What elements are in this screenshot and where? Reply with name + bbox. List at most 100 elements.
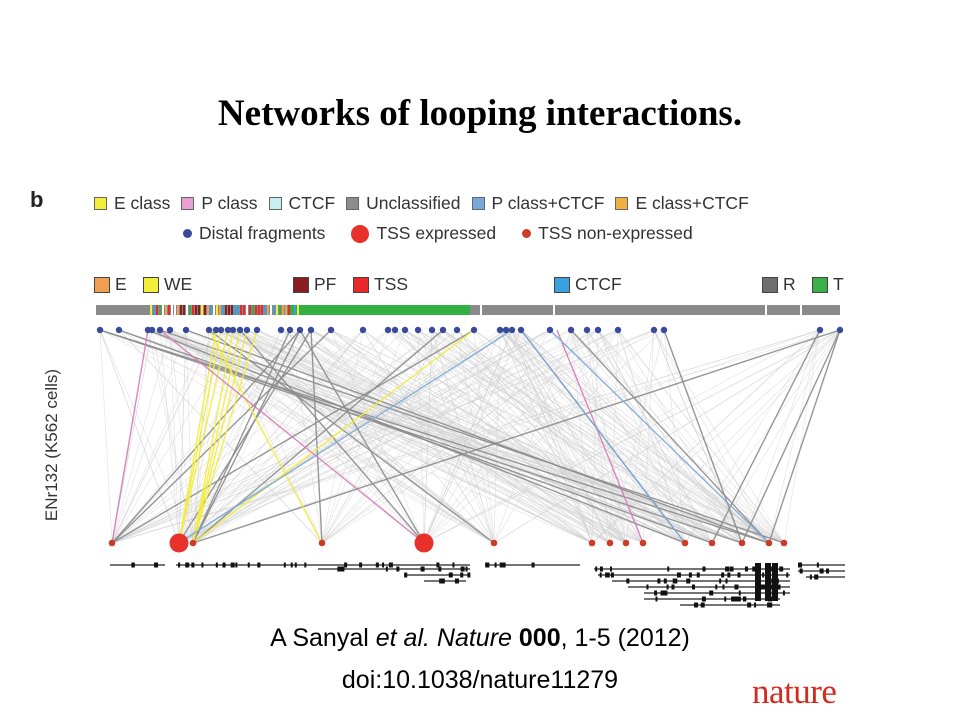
highlighted-interaction [111, 329, 149, 544]
gene-exon [719, 578, 722, 584]
track-stripe [270, 305, 272, 315]
interaction-line [330, 329, 686, 544]
interaction-line [159, 329, 180, 544]
interaction-line [570, 329, 644, 544]
gene-exon [439, 578, 443, 584]
gene-exon [767, 602, 772, 608]
highlighted-interaction [178, 329, 222, 544]
interaction-line [417, 329, 785, 544]
track-legend-tss: TSS [353, 274, 408, 295]
interaction-line [111, 329, 210, 544]
track-stripe [204, 305, 206, 315]
track-swatch [353, 276, 369, 293]
gene-exon [599, 572, 602, 578]
distal-fragment-node [517, 326, 525, 334]
gene-exon [294, 562, 297, 568]
interaction-line [232, 329, 323, 544]
highlighted-interaction [192, 329, 475, 544]
interaction-line [169, 329, 644, 544]
legend-swatch [346, 197, 360, 210]
interaction-line [684, 329, 841, 544]
interaction-line [783, 329, 821, 544]
legend-label: Unclassified [366, 193, 461, 213]
gene-exon [655, 596, 658, 602]
track-stripe [153, 305, 155, 315]
track-stripe [255, 305, 257, 315]
gene-exon [494, 562, 497, 568]
highlighted-interactions [99, 329, 841, 544]
gene-exon [191, 562, 195, 568]
interaction-line [499, 329, 593, 544]
interaction-line [653, 329, 770, 544]
track-stripe [219, 305, 221, 315]
track-stripe [177, 305, 179, 315]
tss-non-expressed-node [622, 539, 630, 547]
track-stripe [228, 305, 230, 315]
highlighted-interaction [99, 329, 743, 544]
tss-expressed-node [414, 533, 434, 553]
interaction-line [505, 329, 686, 544]
interaction-line [232, 329, 593, 544]
interaction-line [151, 329, 627, 544]
track-stripe [273, 305, 275, 315]
track-label: R [783, 274, 796, 294]
gene-annotations [110, 562, 845, 608]
gene-exon [776, 584, 781, 590]
legend-swatch [615, 197, 629, 210]
citation-volume: 000 [511, 624, 561, 652]
gene-exon [657, 578, 661, 584]
legend-p-class: P class [181, 193, 258, 214]
interaction-line [215, 329, 323, 544]
distal-fragment-node [166, 326, 174, 334]
track-stripe [183, 305, 185, 315]
gene-exon [382, 562, 385, 568]
interaction-line [178, 329, 444, 544]
track-legend-e: E [94, 274, 127, 295]
distal-fragment-node [583, 326, 591, 334]
track-stripe [162, 305, 164, 315]
track-stripe [201, 305, 203, 315]
distal-fragment-node [359, 326, 367, 334]
gene-exon [646, 584, 649, 590]
highlighted-interaction [663, 329, 743, 544]
legend-label: E class [114, 193, 171, 213]
legend-label: P class [201, 193, 258, 213]
highlighted-interaction [192, 329, 301, 544]
gene-exon [201, 562, 204, 568]
interaction-line [99, 329, 180, 544]
highlighted-interaction [208, 329, 323, 544]
track-swatch [554, 276, 570, 293]
track-legend: E WE PF TSS CTCF R T [94, 274, 854, 296]
gene-exon [737, 572, 741, 578]
distal-fragment-node [650, 326, 658, 334]
node-legend: Distal fragments TSS expressed TSS non-e… [183, 223, 704, 244]
interaction-line [499, 329, 627, 544]
gene-exon [826, 568, 830, 574]
distal-fragment-node [224, 326, 232, 334]
legend-p-class-ctcf: P class+CTCF [471, 193, 604, 214]
gene-exon [782, 590, 785, 596]
gene-exon [499, 562, 503, 568]
gene-exon [290, 562, 293, 568]
gene-exon [696, 572, 700, 578]
distal-fragment-node [836, 326, 844, 334]
highlighted-interaction [192, 329, 248, 544]
gene-exon [340, 566, 344, 572]
gene-exon [185, 562, 190, 568]
interaction-line [423, 329, 501, 544]
highlighted-interaction [192, 329, 241, 544]
interaction-line [169, 329, 194, 544]
track-label: WE [164, 274, 193, 294]
interaction-line [111, 329, 312, 544]
interaction-line [111, 329, 572, 544]
track-stripe [189, 305, 191, 315]
interaction-line [741, 329, 821, 544]
interaction-line [192, 329, 389, 544]
interaction-line [570, 329, 743, 544]
interaction-line [111, 329, 619, 544]
tss-non-expressed-node [108, 539, 116, 547]
interaction-line [417, 329, 713, 544]
interaction-line [586, 329, 627, 544]
track-swatch [94, 276, 110, 293]
